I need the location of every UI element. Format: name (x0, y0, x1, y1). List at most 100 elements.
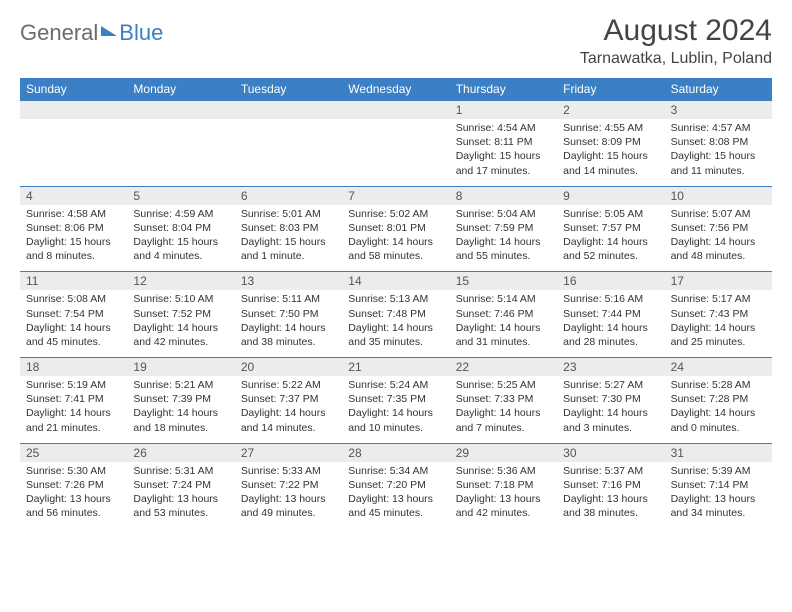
sunset-text: Sunset: 8:06 PM (26, 221, 121, 235)
daylight-text: Daylight: 14 hours and 52 minutes. (563, 235, 658, 263)
daylight-text: Daylight: 14 hours and 21 minutes. (26, 406, 121, 434)
sunrise-text: Sunrise: 5:24 AM (348, 378, 443, 392)
day-number: 18 (20, 358, 127, 376)
sunrise-text: Sunrise: 5:11 AM (241, 292, 336, 306)
sunrise-text: Sunrise: 5:22 AM (241, 378, 336, 392)
sunrise-text: Sunrise: 5:31 AM (133, 464, 228, 478)
month-title: August 2024 (580, 14, 772, 48)
day-cell: Sunrise: 5:16 AMSunset: 7:44 PMDaylight:… (557, 290, 664, 357)
logo-triangle-icon (101, 26, 117, 36)
day-number: 29 (450, 444, 557, 462)
sunrise-text: Sunrise: 5:30 AM (26, 464, 121, 478)
daylight-text: Daylight: 15 hours and 1 minute. (241, 235, 336, 263)
daylight-text: Daylight: 13 hours and 49 minutes. (241, 492, 336, 520)
sunset-text: Sunset: 7:30 PM (563, 392, 658, 406)
daylight-text: Daylight: 15 hours and 14 minutes. (563, 149, 658, 177)
daylight-text: Daylight: 14 hours and 38 minutes. (241, 321, 336, 349)
daylight-text: Daylight: 15 hours and 17 minutes. (456, 149, 551, 177)
daylight-text: Daylight: 14 hours and 58 minutes. (348, 235, 443, 263)
sunrise-text: Sunrise: 5:14 AM (456, 292, 551, 306)
day-number-row: 25262728293031 (20, 443, 772, 462)
day-number: 20 (235, 358, 342, 376)
daylight-text: Daylight: 13 hours and 34 minutes. (671, 492, 766, 520)
day-number: 11 (20, 272, 127, 290)
sunset-text: Sunset: 7:35 PM (348, 392, 443, 406)
location: Tarnawatka, Lublin, Poland (580, 50, 772, 68)
sunset-text: Sunset: 8:03 PM (241, 221, 336, 235)
sunset-text: Sunset: 7:59 PM (456, 221, 551, 235)
day-header: Wednesday (342, 78, 449, 100)
sunset-text: Sunset: 8:09 PM (563, 135, 658, 149)
day-number: 13 (235, 272, 342, 290)
day-cell: Sunrise: 5:13 AMSunset: 7:48 PMDaylight:… (342, 290, 449, 357)
sunset-text: Sunset: 7:16 PM (563, 478, 658, 492)
sunset-text: Sunset: 7:39 PM (133, 392, 228, 406)
day-number: 1 (450, 101, 557, 119)
calendar-body: 123Sunrise: 4:54 AMSunset: 8:11 PMDaylig… (20, 100, 772, 528)
daylight-text: Daylight: 14 hours and 42 minutes. (133, 321, 228, 349)
day-cell: Sunrise: 5:31 AMSunset: 7:24 PMDaylight:… (127, 462, 234, 529)
sunset-text: Sunset: 7:26 PM (26, 478, 121, 492)
day-header: Thursday (450, 78, 557, 100)
day-number: 22 (450, 358, 557, 376)
sunset-text: Sunset: 8:01 PM (348, 221, 443, 235)
sunset-text: Sunset: 8:08 PM (671, 135, 766, 149)
day-cell: Sunrise: 5:02 AMSunset: 8:01 PMDaylight:… (342, 205, 449, 272)
day-number: 27 (235, 444, 342, 462)
sunrise-text: Sunrise: 5:16 AM (563, 292, 658, 306)
sunset-text: Sunset: 7:54 PM (26, 307, 121, 321)
daylight-text: Daylight: 13 hours and 42 minutes. (456, 492, 551, 520)
daylight-text: Daylight: 14 hours and 45 minutes. (26, 321, 121, 349)
day-cell: Sunrise: 5:24 AMSunset: 7:35 PMDaylight:… (342, 376, 449, 443)
sunset-text: Sunset: 7:18 PM (456, 478, 551, 492)
day-cell (127, 119, 234, 186)
day-details-row: Sunrise: 5:08 AMSunset: 7:54 PMDaylight:… (20, 290, 772, 357)
sunrise-text: Sunrise: 5:04 AM (456, 207, 551, 221)
sunrise-text: Sunrise: 5:39 AM (671, 464, 766, 478)
day-cell: Sunrise: 5:39 AMSunset: 7:14 PMDaylight:… (665, 462, 772, 529)
day-cell: Sunrise: 5:17 AMSunset: 7:43 PMDaylight:… (665, 290, 772, 357)
day-cell: Sunrise: 5:10 AMSunset: 7:52 PMDaylight:… (127, 290, 234, 357)
sunset-text: Sunset: 7:44 PM (563, 307, 658, 321)
day-cell: Sunrise: 5:33 AMSunset: 7:22 PMDaylight:… (235, 462, 342, 529)
day-header: Friday (557, 78, 664, 100)
daylight-text: Daylight: 14 hours and 14 minutes. (241, 406, 336, 434)
day-cell: Sunrise: 5:22 AMSunset: 7:37 PMDaylight:… (235, 376, 342, 443)
day-number: 4 (20, 187, 127, 205)
day-details-row: Sunrise: 5:19 AMSunset: 7:41 PMDaylight:… (20, 376, 772, 443)
day-number: 2 (557, 101, 664, 119)
daylight-text: Daylight: 13 hours and 38 minutes. (563, 492, 658, 520)
day-number: 7 (342, 187, 449, 205)
day-number (235, 101, 342, 119)
sunrise-text: Sunrise: 5:17 AM (671, 292, 766, 306)
sunset-text: Sunset: 7:57 PM (563, 221, 658, 235)
sunrise-text: Sunrise: 5:02 AM (348, 207, 443, 221)
day-cell: Sunrise: 5:14 AMSunset: 7:46 PMDaylight:… (450, 290, 557, 357)
day-number-row: 123 (20, 100, 772, 119)
sunset-text: Sunset: 7:28 PM (671, 392, 766, 406)
day-number: 14 (342, 272, 449, 290)
day-number: 28 (342, 444, 449, 462)
day-number-row: 18192021222324 (20, 357, 772, 376)
day-number: 5 (127, 187, 234, 205)
day-cell: Sunrise: 4:55 AMSunset: 8:09 PMDaylight:… (557, 119, 664, 186)
day-cell (342, 119, 449, 186)
day-cell: Sunrise: 4:54 AMSunset: 8:11 PMDaylight:… (450, 119, 557, 186)
day-cell: Sunrise: 5:25 AMSunset: 7:33 PMDaylight:… (450, 376, 557, 443)
daylight-text: Daylight: 14 hours and 10 minutes. (348, 406, 443, 434)
daylight-text: Daylight: 14 hours and 48 minutes. (671, 235, 766, 263)
daylight-text: Daylight: 14 hours and 31 minutes. (456, 321, 551, 349)
daylight-text: Daylight: 14 hours and 0 minutes. (671, 406, 766, 434)
day-cell: Sunrise: 4:58 AMSunset: 8:06 PMDaylight:… (20, 205, 127, 272)
logo-text-1: General (20, 20, 98, 46)
day-header: Saturday (665, 78, 772, 100)
day-details-row: Sunrise: 4:58 AMSunset: 8:06 PMDaylight:… (20, 205, 772, 272)
day-cell: Sunrise: 5:21 AMSunset: 7:39 PMDaylight:… (127, 376, 234, 443)
daylight-text: Daylight: 15 hours and 8 minutes. (26, 235, 121, 263)
daylight-text: Daylight: 14 hours and 25 minutes. (671, 321, 766, 349)
daylight-text: Daylight: 13 hours and 56 minutes. (26, 492, 121, 520)
daylight-text: Daylight: 15 hours and 4 minutes. (133, 235, 228, 263)
day-number (127, 101, 234, 119)
day-cell: Sunrise: 5:01 AMSunset: 8:03 PMDaylight:… (235, 205, 342, 272)
day-number: 21 (342, 358, 449, 376)
